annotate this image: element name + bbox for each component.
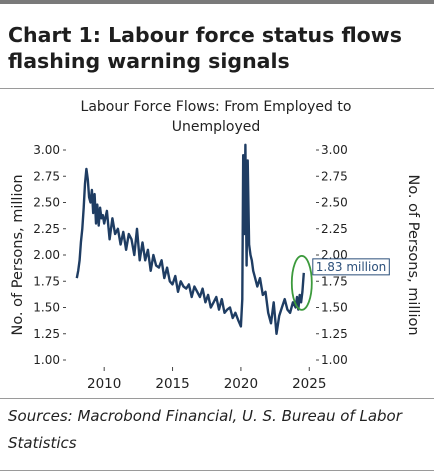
y-tick-left-7: 2.75	[33, 169, 60, 183]
footer-divider	[0, 398, 434, 399]
y-tick-right-5: 2.25	[321, 222, 348, 236]
y-tick-left-6: 2.50	[33, 196, 60, 210]
x-tick-0: 2010	[87, 376, 121, 392]
highlight-oval	[290, 254, 313, 311]
header-divider	[0, 88, 434, 89]
page-title: Chart 1: Labour force status flows flash…	[8, 23, 402, 73]
line-chart: Labour Force Flows: From Employed to Unem…	[10, 99, 421, 392]
y-tick-left-1: 1.25	[33, 327, 60, 341]
sources-note: Sources: Macrobond Financial, U. S. Bure…	[8, 407, 402, 452]
x-axis: 2010 2015 2020 2025	[87, 367, 326, 392]
bottom-rule	[0, 470, 434, 471]
y-tick-right-7: 2.75	[321, 169, 348, 183]
y-tick-right-6: 2.50	[321, 196, 348, 210]
callout-box	[312, 258, 390, 276]
y-tick-left-4: 2.00	[33, 248, 60, 262]
y-tick-left-5: 2.25	[33, 222, 60, 236]
y-tick-right-1: 1.25	[321, 327, 348, 341]
y-tick-left-0: 1.00	[33, 353, 60, 367]
x-tick-1: 2015	[155, 376, 189, 392]
y-tick-left-2: 1.50	[33, 301, 60, 315]
callout-label: 1.83 million	[316, 260, 387, 274]
y-axis-label-right: No. of Persons, million	[405, 174, 421, 335]
x-tick-2: 2020	[224, 376, 258, 392]
y-axis-right: 1.001.251.501.752.002.252.502.753.00	[316, 143, 348, 367]
y-tick-right-8: 3.00	[321, 143, 348, 157]
y-tick-right-0: 1.00	[321, 353, 348, 367]
y-axis-left: 1.00 1.25 1.50 1.75 2.00 2.25 2.50 2.75 3.00	[33, 143, 66, 367]
y-tick-right-3: 1.75	[321, 274, 348, 288]
y-tick-left-3: 1.75	[33, 274, 60, 288]
y-axis-label-left: No. of Persons, million	[10, 174, 26, 335]
x-tick-3: 2025	[292, 376, 326, 392]
y-tick-left-8: 3.00	[33, 143, 60, 157]
top-rule	[0, 0, 434, 4]
y-tick-right-2: 1.50	[321, 301, 348, 315]
series-line	[75, 143, 305, 335]
chart-title: Labour Force Flows: From Employed to Unem…	[81, 99, 352, 135]
